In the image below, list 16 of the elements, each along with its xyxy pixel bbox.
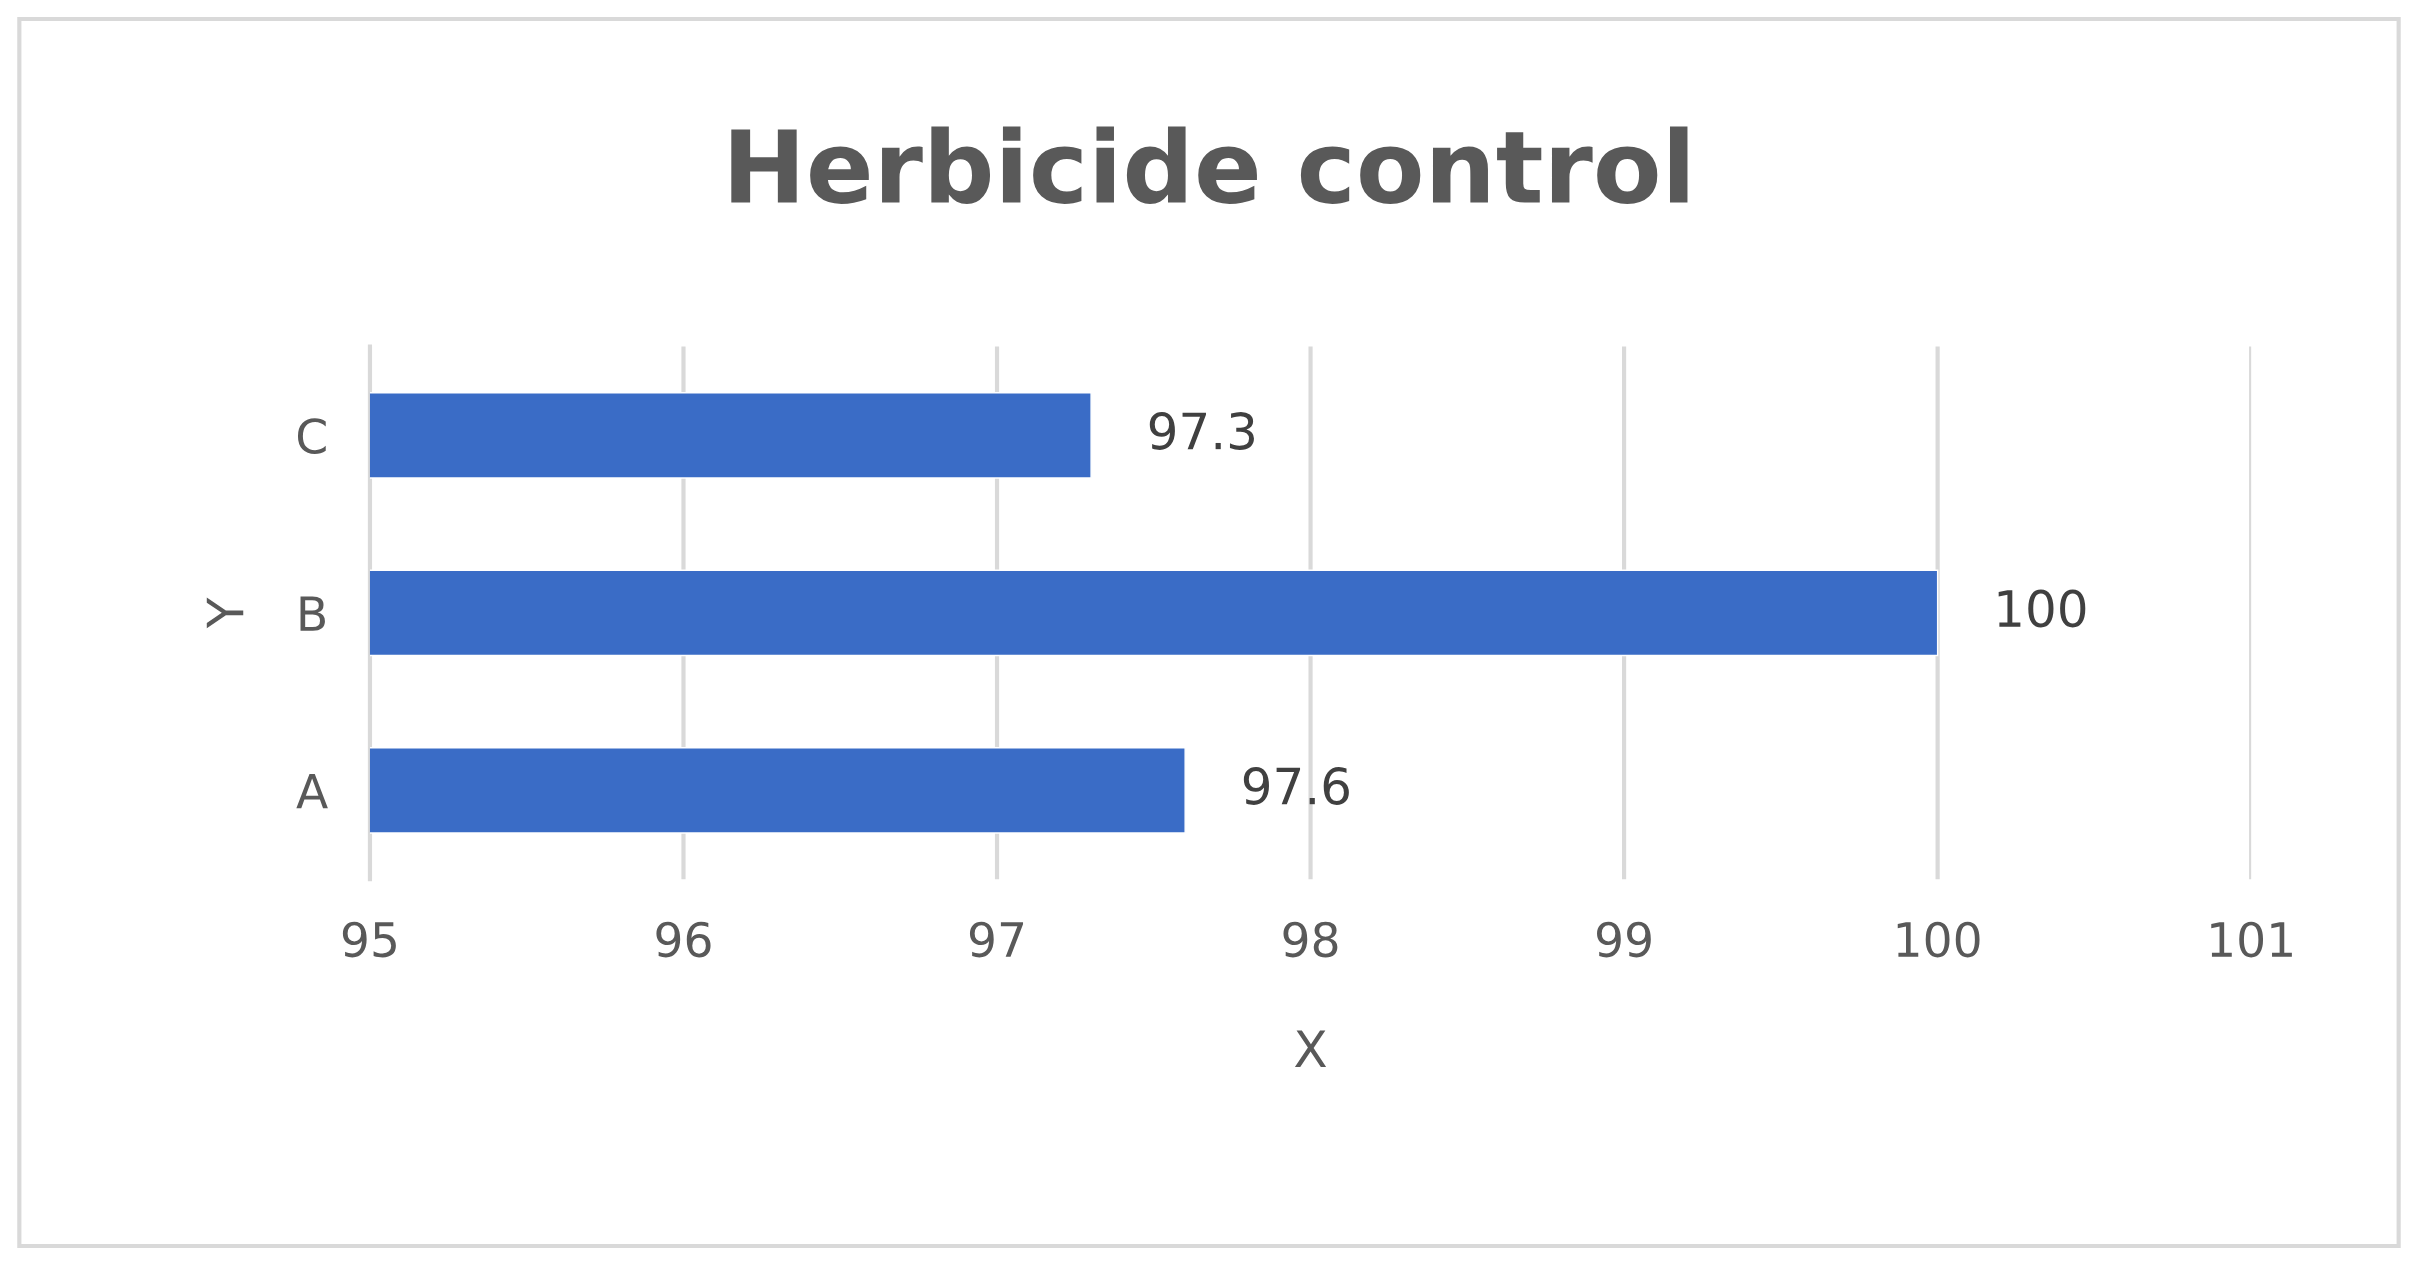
- chart-title: Herbicide control: [731, 126, 1688, 204]
- x-tick-label: 97: [969, 921, 1024, 958]
- data-label: 97.3: [1149, 412, 1254, 450]
- x-tick-label: 96: [656, 921, 711, 958]
- y-tick-label: C: [297, 418, 326, 454]
- x-axis-title: X: [1294, 1030, 1327, 1068]
- y-tick-label: B: [300, 596, 325, 631]
- x-tick-label: 95: [342, 921, 396, 958]
- x-tick-label: 99: [1597, 921, 1651, 958]
- x-tick-label: 100: [1897, 921, 1980, 958]
- x-tick-label: 98: [1283, 921, 1338, 958]
- data-label: 100: [1998, 589, 2086, 628]
- x-tick-label: 101: [2211, 921, 2292, 958]
- y-axis-title: Y: [206, 597, 244, 629]
- data-label: 97.6: [1243, 767, 1349, 805]
- y-tick-label: A: [296, 773, 328, 809]
